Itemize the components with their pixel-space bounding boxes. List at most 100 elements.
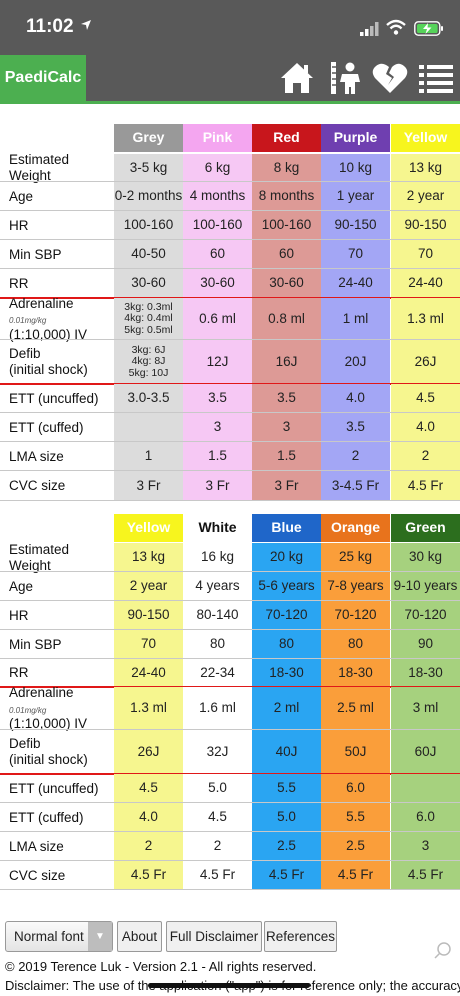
cell-pink: 12J: [183, 340, 252, 384]
column-header-grey: Grey: [114, 124, 183, 152]
location-arrow-icon: [80, 19, 92, 34]
row-label: HR: [9, 601, 113, 630]
cell-grey: 3kg: 6J 4kg: 8J 5kg: 10J: [114, 340, 183, 384]
cell-red: 8 kg: [252, 154, 321, 182]
table-row: CVC size 3 Fr 3 Fr 3 Fr 3-4.5 Fr 4.5 Fr: [0, 471, 460, 501]
cell-white: 4.5: [183, 803, 252, 832]
row-divider: [0, 339, 460, 340]
cell-white: 22-34: [183, 659, 252, 687]
cell-red: 30-60: [252, 269, 321, 298]
row-label-subtext: (initial shock): [9, 752, 88, 767]
row-label-text: ETT (uncuffed): [9, 780, 99, 796]
cell-yellow: 4.5: [391, 384, 460, 413]
cell-blue: 18-30: [252, 659, 321, 687]
cell-purple: 4.0: [321, 384, 390, 413]
row-divider: [0, 500, 460, 501]
table-row: Min SBP 40-50 60 60 70 70: [0, 240, 460, 269]
row-label: LMA size: [9, 442, 113, 471]
row-label-dose: 0.01mg/kg: [9, 705, 47, 715]
cell-purple: 10 kg: [321, 154, 390, 182]
home-indicator: [148, 983, 310, 988]
cell-purple: 90-150: [321, 211, 390, 240]
cell-red: 100-160: [252, 211, 321, 240]
cell-pink: 3: [183, 413, 252, 442]
cell-yellow: 26J: [114, 730, 183, 774]
magnifier-icon[interactable]: [433, 941, 453, 961]
row-label-text: RR: [9, 665, 29, 681]
cell-white: 5.0: [183, 774, 252, 803]
row-label: Min SBP: [9, 240, 113, 269]
table-row: Estimated Weight 13 kg 16 kg 20 kg 25 kg 30 k…: [0, 542, 460, 573]
font-select-value: Normal font: [14, 929, 84, 944]
column-header-white: White: [183, 514, 252, 542]
cell-red: 8 months: [252, 182, 321, 211]
row-label: Defib (initial shock): [9, 730, 113, 774]
cell-red: 16J: [252, 340, 321, 384]
table-row: ETT (uncuffed) 4.5 5.0 5.5 6.0: [0, 774, 460, 803]
cell-yellow: 4.0: [114, 803, 183, 832]
cell-red: 3 Fr: [252, 471, 321, 501]
child-measure-icon[interactable]: [327, 59, 365, 97]
row-label: RR: [9, 269, 113, 298]
references-button[interactable]: References: [264, 921, 337, 952]
column-header-green: Green: [391, 514, 460, 542]
row-divider: [0, 658, 460, 659]
cell-pink: 3.5: [183, 384, 252, 413]
font-size-select[interactable]: Normal font ▼: [5, 921, 113, 952]
cell-yellow: 2: [114, 832, 183, 861]
cell-pink: 1.5: [183, 442, 252, 471]
table-row: HR 90-150 80-140 70-120 70-120 70-120: [0, 601, 460, 630]
broken-heart-icon[interactable]: [370, 59, 410, 97]
cell-grey: 40-50: [114, 240, 183, 269]
cell-red: 1.5: [252, 442, 321, 471]
cell-white: 32J: [183, 730, 252, 774]
cell-yellow: 4.5 Fr: [391, 471, 460, 501]
cell-yellow: 4.5 Fr: [114, 861, 183, 890]
row-label-subtext: (initial shock): [9, 362, 88, 377]
cell-orange: 2.5: [321, 832, 390, 861]
cell-green: [391, 774, 460, 803]
row-divider: [0, 441, 460, 442]
cell-grey: 1: [114, 442, 183, 471]
cell-orange: 2.5 ml: [321, 687, 390, 730]
row-label-subtext: (1:10,000) IV: [9, 716, 88, 732]
cell-green: 30 kg: [391, 543, 460, 572]
full-disclaimer-button[interactable]: Full Disclaimer: [166, 921, 262, 952]
cell-white: 4.5 Fr: [183, 861, 252, 890]
cell-green: 3 ml: [391, 687, 460, 730]
cell-yellow: 70: [391, 240, 460, 269]
cell-grey: 3-5 kg: [114, 154, 183, 182]
row-label-text: HR: [9, 217, 29, 233]
cell-pink: 100-160: [183, 211, 252, 240]
cell-green: 3: [391, 832, 460, 861]
cell-yellow: 70: [114, 630, 183, 659]
row-label: RR: [9, 659, 113, 687]
row-label: Min SBP: [9, 630, 113, 659]
home-icon[interactable]: [277, 59, 317, 97]
app-brand[interactable]: PaediCalc: [0, 55, 86, 101]
table-row: RR 30-60 30-60 30-60 24-40 24-40: [0, 269, 460, 298]
row-label-text: ETT (cuffed): [9, 419, 84, 435]
cell-purple: 20J: [321, 340, 390, 384]
column-header-yellow: Yellow: [114, 514, 183, 542]
row-label: ETT (cuffed): [9, 803, 113, 832]
table-row: Adrenaline 0.01mg/kg (1:10,000) IV 3kg: 0.…: [0, 296, 460, 342]
row-divider: [0, 831, 460, 832]
cell-white: 2: [183, 832, 252, 861]
menu-icon[interactable]: [418, 59, 454, 97]
row-label: Age: [9, 572, 113, 601]
about-button[interactable]: About: [117, 921, 162, 952]
row-label-text: Age: [9, 188, 34, 204]
row-label: CVC size: [9, 861, 113, 890]
cell-orange: 80: [321, 630, 390, 659]
cell-yellow: 24-40: [114, 659, 183, 687]
cell-orange: 70-120: [321, 601, 390, 630]
row-label-text: CVC size: [9, 478, 66, 494]
cell-orange: 4.5 Fr: [321, 861, 390, 890]
row-label-text: Estimated Weight: [9, 152, 70, 183]
cell-green: 90: [391, 630, 460, 659]
cell-orange: 5.5: [321, 803, 390, 832]
cell-yellow: 1.3 ml: [114, 687, 183, 730]
column-header-red: Red: [252, 124, 321, 152]
row-label-text: Age: [9, 578, 34, 594]
